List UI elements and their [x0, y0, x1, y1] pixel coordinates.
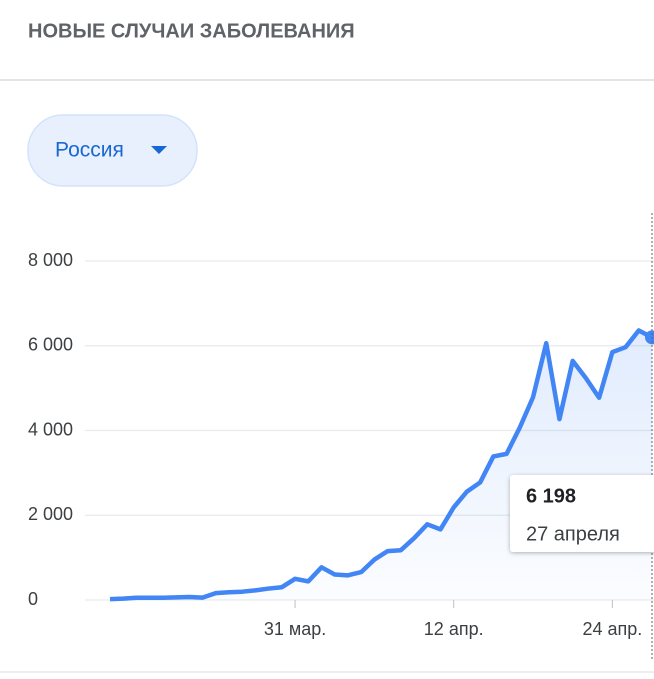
header-title: НОВЫЕ СЛУЧАИ ЗАБОЛЕВАНИЯ: [28, 20, 355, 42]
y-tick-label: 2 000: [28, 504, 73, 524]
region-label[interactable]: Россия: [55, 139, 124, 162]
tooltip: [510, 475, 654, 552]
y-tick-label: 8 000: [28, 250, 73, 270]
x-tick-label: 12 апр.: [424, 619, 484, 639]
tooltip-date: 27 апреля: [526, 523, 620, 545]
series-line: [109, 328, 654, 602]
dropdown-arrow[interactable]: [151, 146, 167, 154]
y-tick-label: 0: [28, 589, 38, 609]
region-dropdown[interactable]: [27, 114, 198, 187]
x-tick-label: 31 мар.: [264, 619, 326, 639]
y-tick-label: 4 000: [28, 419, 73, 439]
tooltip-value: 6 198: [526, 485, 576, 507]
y-tick-label: 6 000: [28, 335, 73, 355]
x-tick-label: 24 апр.: [582, 619, 642, 639]
